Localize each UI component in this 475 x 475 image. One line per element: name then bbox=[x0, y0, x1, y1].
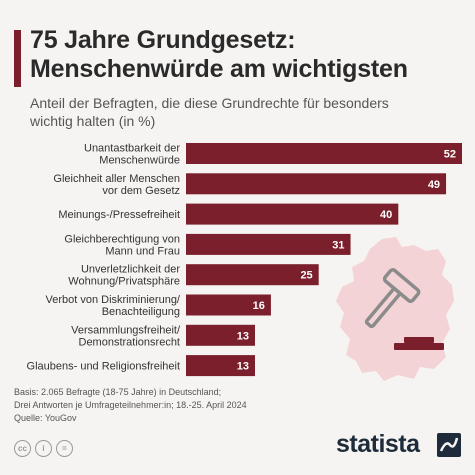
category-label-3: Gleichberechtigung von Mann und Frau bbox=[64, 233, 180, 257]
bar-value-label-3: 31 bbox=[332, 239, 344, 251]
bar-7 bbox=[186, 355, 255, 377]
statista-logo-text[interactable]: statista bbox=[336, 430, 420, 458]
bar-value-label-5: 16 bbox=[253, 300, 265, 312]
chart-title: 75 Jahre Grundgesetz: Menschenwürde am w… bbox=[30, 26, 470, 84]
subtitle-line-2: wichtig halten (in %) bbox=[30, 113, 156, 129]
bar-value-label-4: 25 bbox=[300, 270, 312, 282]
subtitle-line-1: Anteil der Befragten, die diese Grundrec… bbox=[30, 95, 389, 111]
basis-line-1: Basis: 2.065 Befragte (18-75 Jahre) in D… bbox=[14, 387, 222, 397]
license-icons: cc i = bbox=[14, 440, 73, 457]
bar-6 bbox=[186, 324, 255, 346]
chart-notes: Basis: 2.065 Befragte (18-75 Jahre) in D… bbox=[14, 386, 334, 425]
gavel-icon bbox=[364, 268, 444, 350]
category-label-4: Unverletzlichkeit der Wohnung/Privatsphär… bbox=[68, 264, 180, 288]
title-line-1: 75 Jahre Grundgesetz: bbox=[30, 26, 296, 54]
basis-line-2: Drei Antworten je Umfrageteilnehmer:in; … bbox=[14, 400, 247, 410]
bar-value-label-2: 40 bbox=[380, 209, 392, 221]
cc-icon[interactable]: cc bbox=[14, 440, 31, 457]
bar-chart: 52 Unantastbarkeit der Menschenwürde 49 Glei… bbox=[27, 143, 462, 377]
gavel-base-top bbox=[404, 337, 434, 343]
category-label-2: Meinungs-/Pressefreiheit bbox=[58, 209, 180, 221]
bar-2 bbox=[186, 203, 399, 225]
bar-5 bbox=[186, 294, 271, 316]
bar-value-label-7: 13 bbox=[237, 361, 249, 373]
category-label-6: Versammlungsfreiheit/Demonstrationsrecht bbox=[71, 324, 181, 348]
equals-icon[interactable]: = bbox=[56, 440, 73, 457]
category-label-0: Unantastbarkeit der Menschenwürde bbox=[84, 143, 180, 167]
category-label-5: Verbot von Diskriminierung/Benachteiligu… bbox=[45, 294, 180, 318]
bar-value-label-0: 52 bbox=[444, 149, 456, 161]
source-line: Quelle: YouGov bbox=[14, 413, 77, 423]
gavel-handle bbox=[364, 287, 402, 329]
bar-value-label-6: 13 bbox=[237, 330, 249, 342]
title-line-2: Menschenwürde am wichtigsten bbox=[30, 55, 408, 83]
bar-3 bbox=[186, 233, 351, 255]
statista-logo-icon[interactable] bbox=[436, 432, 462, 458]
bar-1 bbox=[186, 173, 447, 195]
category-label-7: Glaubens- und Religionsfreiheit bbox=[27, 361, 180, 373]
by-icon[interactable]: i bbox=[35, 440, 52, 457]
gavel-base bbox=[394, 343, 444, 350]
category-label-1: Gleichheit aller Menschen vor dem Gesetz bbox=[53, 173, 180, 197]
germany-map-illustration bbox=[336, 237, 454, 381]
chart-subtitle: Anteil der Befragten, die diese Grundrec… bbox=[30, 94, 470, 130]
bar-value-label-1: 49 bbox=[428, 179, 440, 191]
title-accent-bar bbox=[14, 30, 21, 87]
bar-0 bbox=[186, 143, 462, 164]
bar-4 bbox=[186, 264, 319, 286]
